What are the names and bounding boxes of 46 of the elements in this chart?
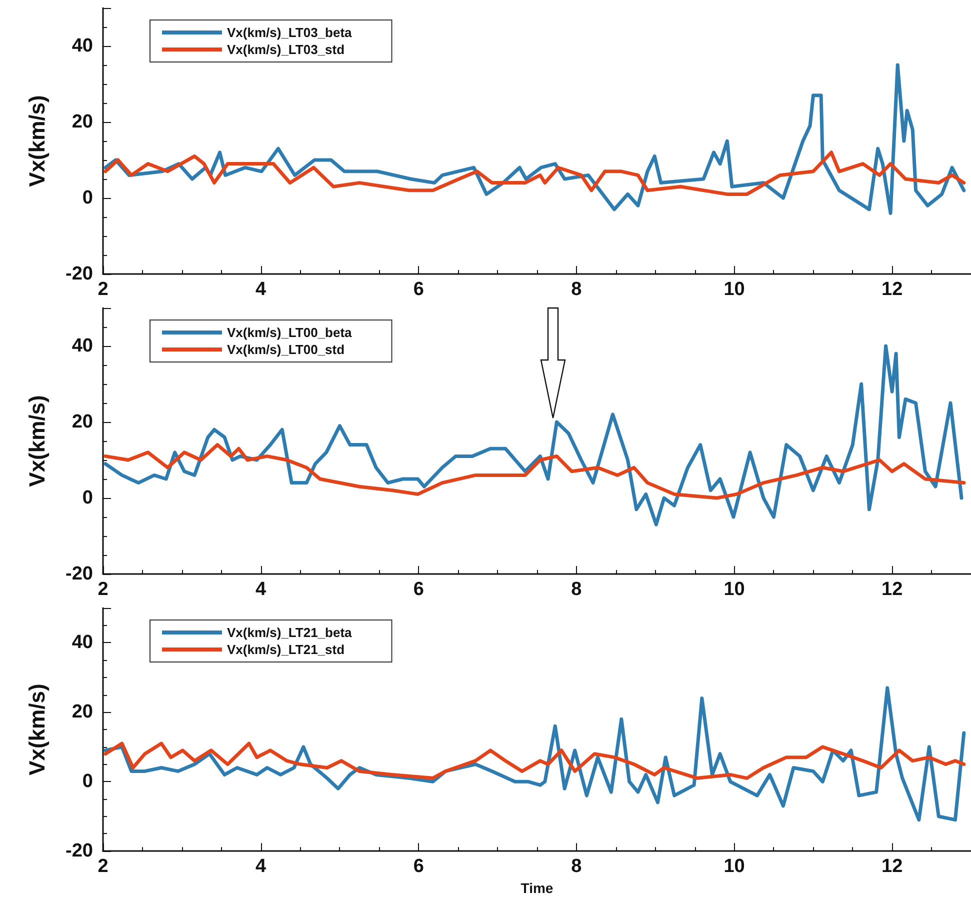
legend-label: Vx(km/s)_LT00_std <box>227 342 345 357</box>
x-tick-label: 12 <box>882 279 903 300</box>
x-tick-label: 10 <box>724 856 745 878</box>
y-axis-title: Vx(km/s) <box>24 95 50 187</box>
x-tick-label: 6 <box>413 579 424 600</box>
x-tick-label: 4 <box>256 579 267 600</box>
y-axis-title: Vx(km/s) <box>24 395 50 487</box>
x-tick-label: 2 <box>98 856 108 878</box>
y-tick-label: 20 <box>72 702 93 723</box>
y-tick-label: -20 <box>66 840 93 862</box>
legend-label: Vx(km/s)_LT21_beta <box>227 625 353 640</box>
y-axis-title: Vx(km/s) <box>24 684 50 776</box>
line-series <box>104 443 966 500</box>
legend-label: Vx(km/s)_LT00_beta <box>227 325 353 340</box>
x-tick-label: 2 <box>98 279 108 300</box>
y-tick-label: -20 <box>66 264 93 284</box>
y-tick-label: 40 <box>72 336 93 356</box>
x-tick-label: 8 <box>571 279 582 300</box>
y-tick-label: -20 <box>66 564 93 584</box>
x-tick-label: 6 <box>413 856 424 878</box>
y-tick-label: 0 <box>82 771 93 792</box>
x-tick-label: 4 <box>256 856 267 878</box>
x-tick-label: 4 <box>256 279 267 300</box>
y-tick-label: 20 <box>72 112 93 132</box>
line-series <box>104 686 966 822</box>
legend-label: Vx(km/s)_LT03_beta <box>227 25 353 40</box>
y-tick-label: 0 <box>82 488 93 508</box>
line-series <box>104 742 966 780</box>
line-series <box>104 150 966 196</box>
x-tick-label: 12 <box>882 579 903 600</box>
legend-label: Vx(km/s)_LT03_std <box>227 42 345 57</box>
line-series <box>104 63 966 215</box>
x-tick-label: 10 <box>724 579 745 600</box>
x-tick-label: 8 <box>571 579 582 600</box>
x-tick-label: 8 <box>571 856 582 878</box>
x-tick-label: 2 <box>98 579 108 600</box>
x-tick-label: 6 <box>413 279 424 300</box>
y-tick-label: 20 <box>72 412 93 432</box>
y-tick-label: 0 <box>82 188 93 208</box>
line-series <box>104 344 964 526</box>
legend-label: Vx(km/s)_LT21_std <box>227 642 345 657</box>
y-tick-label: 40 <box>72 632 93 654</box>
y-tick-label: 40 <box>72 36 93 56</box>
x-tick-label: 10 <box>724 279 745 300</box>
x-tick-label: 12 <box>882 856 903 878</box>
x-axis-title: Time <box>520 880 554 896</box>
